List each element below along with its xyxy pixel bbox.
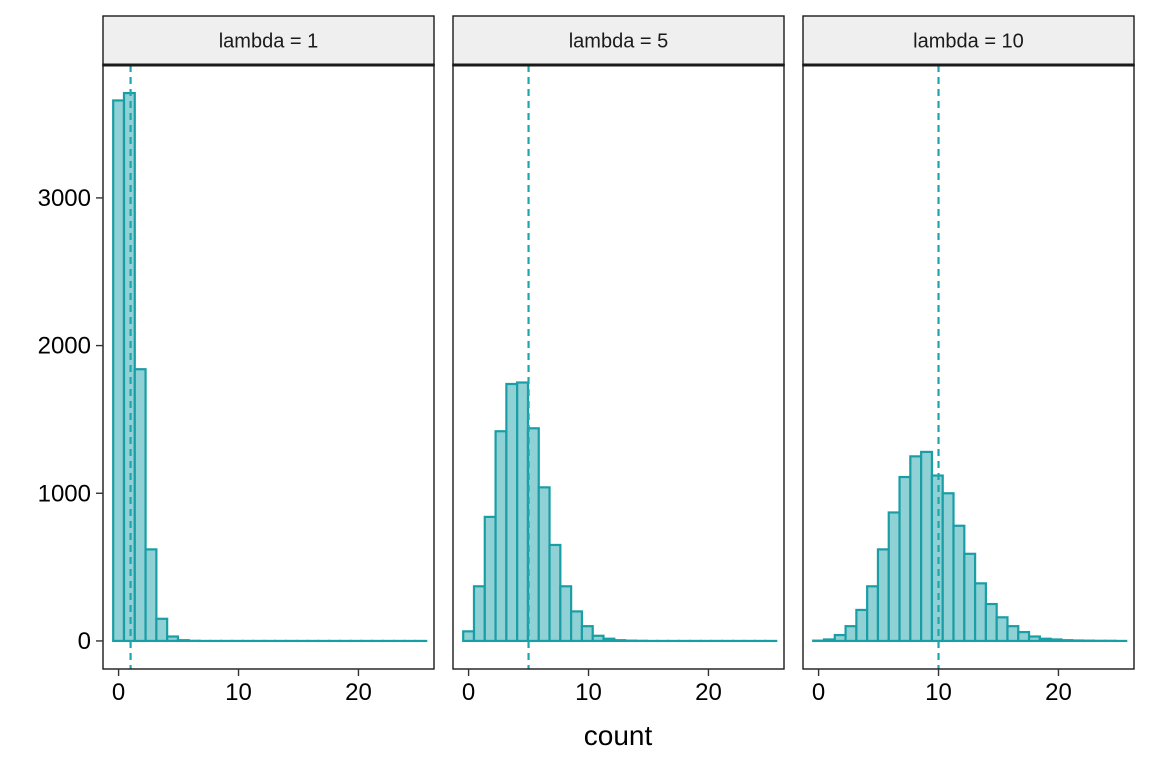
histogram-bar (1060, 639, 1074, 643)
histogram-bar (887, 511, 901, 643)
x-tick-label: 20 (345, 679, 372, 706)
histogram-bar (580, 625, 594, 643)
histogram-bar (537, 486, 551, 643)
histogram-bar (920, 450, 934, 643)
histogram-bar (122, 91, 136, 643)
histogram-bar (548, 543, 562, 643)
histogram-bar (133, 368, 147, 643)
histogram-bar (909, 455, 923, 643)
histogram-bar (483, 515, 497, 643)
histogram-bar (472, 585, 486, 643)
facet-strip-label: lambda = 1 (219, 31, 319, 53)
histogram-bar (833, 633, 847, 643)
histogram-bar (516, 381, 530, 643)
histogram-bars (112, 91, 428, 643)
histogram-bar (1006, 625, 1020, 643)
histogram-bar (570, 610, 584, 643)
histogram-bar (930, 474, 944, 643)
histogram-bar (462, 630, 476, 643)
histogram-bar (144, 548, 158, 643)
histogram-bar (855, 608, 869, 643)
x-tick-label: 0 (462, 679, 475, 706)
x-axis-title: count (584, 720, 653, 751)
histogram-bar (822, 638, 836, 643)
facet-strip (452, 15, 785, 66)
x-tick-label: 0 (112, 679, 125, 706)
facet-strip-label: lambda = 5 (569, 31, 669, 53)
facet-strip (102, 15, 435, 66)
histogram-bar (602, 637, 616, 643)
facet-strip-label: lambda = 10 (913, 31, 1024, 53)
histogram-bar (898, 475, 912, 643)
histogram-bar (155, 617, 169, 643)
facet-panel-3: lambda = 10 0 10 20 (802, 15, 1135, 706)
histogram-bars (812, 450, 1128, 643)
facet-panel-2: lambda = 5 0 10 20 (452, 15, 785, 706)
histogram-bar (844, 625, 858, 643)
histogram-bar (995, 616, 1009, 643)
histogram-bar (559, 585, 573, 643)
x-tick-label: 20 (1045, 679, 1072, 706)
histogram-bar (505, 382, 519, 643)
y-tick-label: 0 (78, 628, 91, 655)
x-tick-label: 10 (225, 679, 252, 706)
histogram-bar (941, 492, 955, 643)
histogram-bar (1038, 637, 1052, 643)
panel-background (103, 65, 434, 669)
histogram-bar (984, 602, 998, 643)
x-tick-label: 20 (695, 679, 722, 706)
y-axis: 0 1000 2000 3000 (38, 185, 103, 655)
histogram-bar (866, 585, 880, 643)
x-tick-label: 10 (925, 679, 952, 706)
histogram-bar (876, 548, 890, 643)
histogram-bars (462, 381, 778, 643)
y-tick-label: 1000 (38, 480, 91, 507)
facet-panel-1: lambda = 1 0 10 20 (102, 15, 435, 706)
histogram-bar (613, 639, 627, 643)
histogram-bar (494, 430, 508, 643)
histogram-bar (1017, 630, 1031, 643)
x-tick-label: 0 (812, 679, 825, 706)
histogram-bar (176, 639, 190, 643)
y-tick-label: 3000 (38, 185, 91, 212)
facet-strip (802, 15, 1135, 66)
histogram-bar (1027, 635, 1041, 643)
histogram-bar (973, 582, 987, 643)
y-tick-label: 2000 (38, 333, 91, 360)
histogram-bar (963, 552, 977, 643)
histogram-bar (952, 524, 966, 643)
histogram-bar (591, 634, 605, 643)
histogram-bar (1049, 638, 1063, 643)
histogram-bar (166, 635, 180, 643)
x-tick-label: 10 (575, 679, 602, 706)
histogram-bar (112, 99, 126, 643)
